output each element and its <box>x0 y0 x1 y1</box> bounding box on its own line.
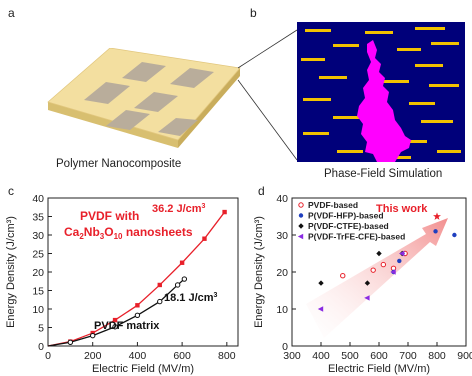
x-tick-label: 0 <box>45 350 51 362</box>
y-tick-label: 40 <box>276 193 288 205</box>
legend-label: PVDF-based <box>308 200 358 210</box>
data-point <box>157 282 162 288</box>
series-line-1 <box>47 278 185 347</box>
legend-marker <box>297 233 304 240</box>
y-tick-label: 5 <box>38 323 44 335</box>
data-point <box>112 324 118 330</box>
panel-a-illustration <box>47 48 241 148</box>
x-tick-label: 400 <box>312 350 330 362</box>
legend-marker <box>298 223 304 229</box>
y-tick-label: 20 <box>32 267 44 279</box>
legend-label: P(VDF-CTFE)-based <box>308 221 389 231</box>
y-tick-label: 10 <box>276 304 288 316</box>
x-tick-label: 800 <box>428 350 446 362</box>
chart-c: 0 5 10 15 20 25 30 35 40 0 200 400 600 800 Electric … <box>5 193 239 375</box>
data-point <box>90 332 96 339</box>
data-point <box>181 276 188 282</box>
panel-a-letter: a <box>8 6 15 20</box>
scatter-point <box>399 250 405 257</box>
y-tick-label: 20 <box>276 267 288 279</box>
matrix-value-annotation: 18.1 J/cm3 <box>164 292 218 304</box>
data-point <box>174 282 181 288</box>
matrix-annotation: PVDF matrix <box>94 320 160 332</box>
chart-d: 0 10 20 30 40 300 400 500 600 700 800 900 PVDF-bas… <box>253 193 472 375</box>
y-tick-label: 30 <box>32 230 44 242</box>
scatter-point <box>317 306 324 312</box>
scatter-point <box>452 232 457 238</box>
breakdown-path <box>357 40 411 162</box>
legend-marker <box>298 202 304 208</box>
nanosheet-flake-6 <box>158 118 198 136</box>
nanosheet-flake-2 <box>122 62 166 82</box>
data-point <box>134 312 141 318</box>
chart-c-xlabel: Electric Field (MV/m) <box>92 363 194 375</box>
y-tick-label: 40 <box>32 193 44 205</box>
phase-field-simulation <box>297 22 465 162</box>
x-tick-label: 900 <box>457 350 472 362</box>
panel-c-letter: c <box>8 184 14 198</box>
data-point <box>112 317 118 323</box>
x-tick-label: 600 <box>370 350 388 362</box>
scatter-point <box>318 280 324 286</box>
this-work-label: This work <box>376 203 428 215</box>
data-point <box>179 260 185 265</box>
data-point <box>67 339 74 346</box>
y-tick-label: 30 <box>276 230 288 242</box>
data-point <box>157 298 163 305</box>
legend-marker <box>298 213 304 218</box>
y-tick-label: 10 <box>32 304 44 316</box>
y-tick-label: 0 <box>38 341 44 353</box>
scatter-point <box>376 250 382 257</box>
this-work-star <box>433 212 441 220</box>
film-side-right <box>178 68 240 148</box>
data-point <box>222 209 227 215</box>
data-point <box>202 236 207 241</box>
chart-d-xlabel: Electric Field (MV/m) <box>328 363 430 375</box>
panel-a-caption: Polymer Nanocomposite <box>56 158 182 170</box>
y-tick-label: 35 <box>32 212 44 224</box>
panel-d-letter: d <box>258 184 265 198</box>
x-tick-label: 700 <box>399 350 417 362</box>
legend-label: P(VDF-HFP)-based <box>308 211 384 221</box>
nanosheet-flake-1 <box>84 82 130 104</box>
y-tick-label: 15 <box>32 286 44 298</box>
trend-arrow <box>306 218 448 338</box>
y-tick-label: 25 <box>32 249 44 261</box>
chart-c-ylabel: Energy Density (J/cm³) <box>5 216 17 328</box>
x-tick-label: 600 <box>173 350 191 362</box>
scatter-point <box>364 280 371 286</box>
nanosheet-flake-4 <box>170 68 214 88</box>
max-value-annotation: 36.2 J/cm3 <box>152 203 206 215</box>
scatter-point <box>390 269 396 275</box>
scatter-point <box>397 258 402 264</box>
nanosheet-flake-3 <box>134 92 178 112</box>
x-tick-label: 300 <box>283 350 301 362</box>
x-tick-label: 400 <box>129 350 147 362</box>
scatter-point <box>370 267 376 273</box>
x-tick-label: 200 <box>84 350 102 362</box>
scatter-point <box>364 295 370 301</box>
nanosheet-flake-5 <box>106 110 150 130</box>
x-tick-label: 500 <box>341 350 359 362</box>
composite-annotation-line1: PVDF with <box>80 209 139 223</box>
x-tick-label: 800 <box>218 350 236 362</box>
panel-b-caption: Phase-Field Simulation <box>324 168 443 180</box>
scatter-point <box>340 273 346 279</box>
legend-label: P(VDF-TrFE-CFE)-based <box>308 232 405 242</box>
scatter-point <box>433 229 438 234</box>
y-tick-label: 0 <box>282 341 288 353</box>
composite-annotation-line2: Ca2Nb3O10 nanosheets <box>64 225 193 241</box>
scatter-point <box>380 261 387 268</box>
panel-b-letter: b <box>250 6 257 20</box>
chart-d-ylabel: Energy Density (J/cm³) <box>253 216 265 328</box>
data-point <box>135 303 140 308</box>
